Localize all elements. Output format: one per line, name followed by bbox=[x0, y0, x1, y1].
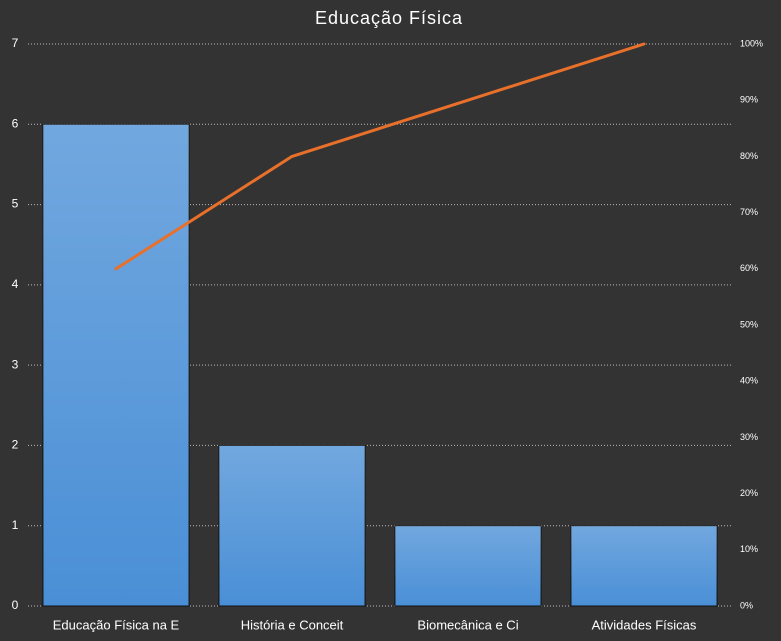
y2-tick-label: 60% bbox=[740, 263, 758, 273]
y2-tick-label: 100% bbox=[740, 38, 763, 48]
y2-tick-label: 40% bbox=[740, 376, 758, 386]
y2-tick-label: 70% bbox=[740, 207, 758, 217]
y2-tick-label: 20% bbox=[740, 488, 758, 498]
y-tick-label: 6 bbox=[12, 116, 19, 130]
y2-tick-label: 10% bbox=[740, 544, 758, 554]
x-tick-label: Atividades Físicas bbox=[592, 617, 697, 632]
bar-shine bbox=[570, 525, 718, 606]
bar-shine bbox=[394, 525, 542, 606]
cumulative-line bbox=[114, 42, 646, 271]
y2-tick-label: 0% bbox=[740, 600, 753, 610]
y2-tick-label: 30% bbox=[740, 432, 758, 442]
y-tick-label: 4 bbox=[12, 277, 19, 291]
y-tick-label: 5 bbox=[12, 197, 19, 211]
y-tick-label: 3 bbox=[12, 357, 19, 371]
bar-shine bbox=[218, 445, 366, 606]
y2-tick-label: 90% bbox=[740, 95, 758, 105]
y-tick-label: 2 bbox=[12, 438, 19, 452]
bar-shine bbox=[42, 124, 190, 607]
y2-tick-label: 50% bbox=[740, 319, 758, 329]
x-tick-label: Educação Física na E bbox=[53, 617, 180, 632]
x-tick-label: História e Conceit bbox=[241, 617, 344, 632]
y-tick-label: 0 bbox=[12, 598, 19, 612]
chart-title: Educação Física bbox=[315, 8, 463, 28]
y-tick-label: 1 bbox=[12, 518, 19, 532]
y2-tick-label: 80% bbox=[740, 151, 758, 161]
y-tick-label: 7 bbox=[12, 36, 19, 50]
x-tick-label: Biomecânica e Ci bbox=[417, 617, 518, 632]
